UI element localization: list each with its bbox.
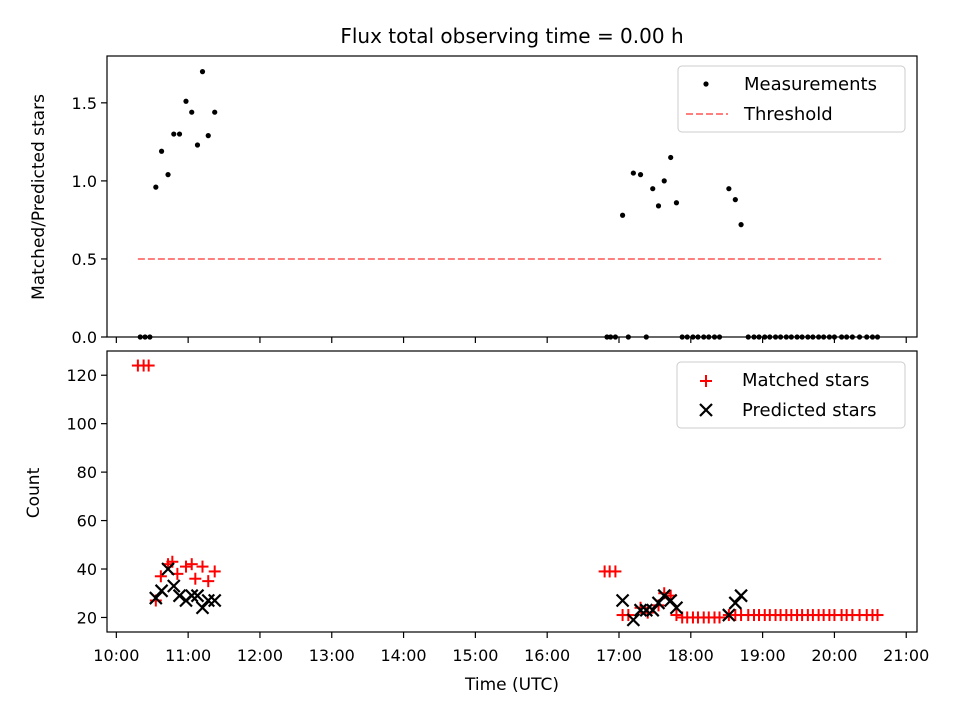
data-point-measurements (668, 154, 674, 161)
data-point-predicted-stars (207, 593, 222, 608)
data-point-measurements (732, 197, 738, 203)
data-point-matched-stars (179, 560, 192, 573)
data-point-predicted-stars (172, 588, 187, 603)
data-point-measurements (194, 142, 201, 148)
x-tick-label: 15:00 (452, 646, 498, 665)
legend-label-matched-stars: Matched stars (742, 370, 869, 391)
top-y-tick-label: 1.5 (72, 94, 97, 113)
bottom-y-tick-label: 100 (66, 415, 97, 434)
data-point-predicted-stars (657, 588, 672, 603)
x-tick-label: 18:00 (668, 646, 714, 665)
x-axis-label: Time (UTC) (464, 675, 559, 695)
data-point-matched-stars (713, 611, 726, 624)
legend-label-predicted-stars: Predicted stars (742, 400, 876, 421)
x-tick-label: 12:00 (237, 646, 283, 665)
data-point-measurements (165, 172, 171, 178)
data-point-measurements (171, 131, 177, 137)
chart-title: Flux total observing time = 0.00 h (340, 24, 683, 48)
data-point-measurements (205, 133, 211, 139)
bottom-y-tick-label: 60 (77, 512, 97, 531)
data-point-predicted-stars (722, 608, 736, 622)
data-point-measurements (189, 109, 195, 115)
data-point-predicted-stars (190, 588, 205, 603)
data-point-matched-stars (670, 609, 683, 622)
top-x-ticks (115, 337, 907, 343)
data-point-predicted-stars (184, 588, 199, 603)
data-point-matched-stars (142, 359, 155, 372)
data-point-measurements (199, 69, 206, 75)
legend-marker-measurements (703, 81, 709, 87)
top-panel: Flux total observing time = 0.00 h 0.00.… (29, 24, 918, 347)
bottom-panel: 20 40 60 80 100 120 10:00 11:00 12:00 13:00 14:00… (24, 350, 929, 695)
top-y-tick-label: 0.0 (72, 328, 97, 347)
x-tick-label: 11:00 (165, 646, 211, 665)
data-point-measurements (637, 172, 644, 178)
data-point-predicted-stars (615, 593, 630, 608)
data-point-matched-stars (609, 565, 622, 578)
data-point-matched-stars (202, 575, 215, 588)
data-point-measurements (661, 178, 667, 184)
legend-label-measurements: Measurements (744, 74, 877, 95)
data-point-predicted-stars (154, 584, 169, 598)
bottom-plot-area (131, 359, 884, 627)
legend-label-threshold: Threshold (743, 104, 833, 125)
x-tick-label: 16:00 (524, 646, 570, 665)
bottom-axes-frame (106, 350, 918, 633)
bottom-y-tick-label: 120 (66, 366, 97, 385)
top-y-axis-label: Matched/Predicted stars (29, 94, 49, 300)
x-tick-label: 19:00 (740, 646, 786, 665)
x-tick-label: 10:00 (93, 646, 139, 665)
bottom-y-tick-label: 80 (77, 463, 97, 482)
data-point-matched-stars (208, 565, 221, 578)
data-point-measurements (183, 98, 189, 104)
top-legend: Measurements Threshold (677, 65, 906, 133)
data-point-matched-stars (189, 572, 202, 585)
legend-marker-predicted-stars (699, 403, 713, 417)
data-point-measurements (158, 148, 165, 154)
bottom-legend: Matched stars Predicted stars (676, 361, 906, 429)
top-axes-frame (106, 55, 918, 338)
legend-marker-matched-stars (700, 375, 712, 387)
top-y-tick-label: 1.0 (72, 172, 97, 191)
data-point-predicted-stars (167, 579, 181, 593)
data-point-measurements (176, 131, 183, 137)
x-tick-label: 21:00 (883, 646, 929, 665)
data-point-predicted-stars (669, 600, 684, 615)
data-point-matched-stars (154, 570, 167, 583)
data-point-measurements (619, 212, 626, 218)
bottom-y-axis-label: Count (24, 467, 44, 518)
data-point-measurements (738, 222, 744, 228)
data-point-predicted-stars (626, 613, 641, 627)
data-point-measurements (153, 184, 159, 190)
data-point-measurements (650, 186, 656, 192)
top-y-ticks: 0.0 0.5 1.0 1.5 (72, 94, 107, 347)
bottom-y-tick-label: 40 (77, 560, 97, 579)
data-point-predicted-stars (734, 588, 748, 603)
data-point-measurements (655, 203, 662, 209)
x-tick-label: 13:00 (309, 646, 355, 665)
data-point-measurements (212, 109, 218, 115)
data-point-measurements (630, 170, 636, 176)
data-point-matched-stars (196, 560, 209, 573)
data-point-matched-stars (871, 609, 884, 622)
bottom-x-ticks: 10:00 11:00 12:00 13:00 14:00 15:00 16:00 17:00… (93, 632, 929, 665)
x-tick-label: 14:00 (381, 646, 427, 665)
bottom-y-ticks: 20 40 60 80 100 120 (66, 366, 107, 627)
data-point-predicted-stars (633, 603, 648, 617)
bottom-y-tick-label: 20 (77, 608, 97, 627)
x-tick-label: 20:00 (811, 646, 857, 665)
data-point-measurements (673, 200, 680, 206)
top-y-tick-label: 0.5 (72, 250, 97, 269)
x-tick-label: 17:00 (596, 646, 642, 665)
data-point-predicted-stars (161, 562, 175, 576)
data-point-matched-stars (185, 558, 198, 571)
data-point-measurements (726, 186, 732, 192)
